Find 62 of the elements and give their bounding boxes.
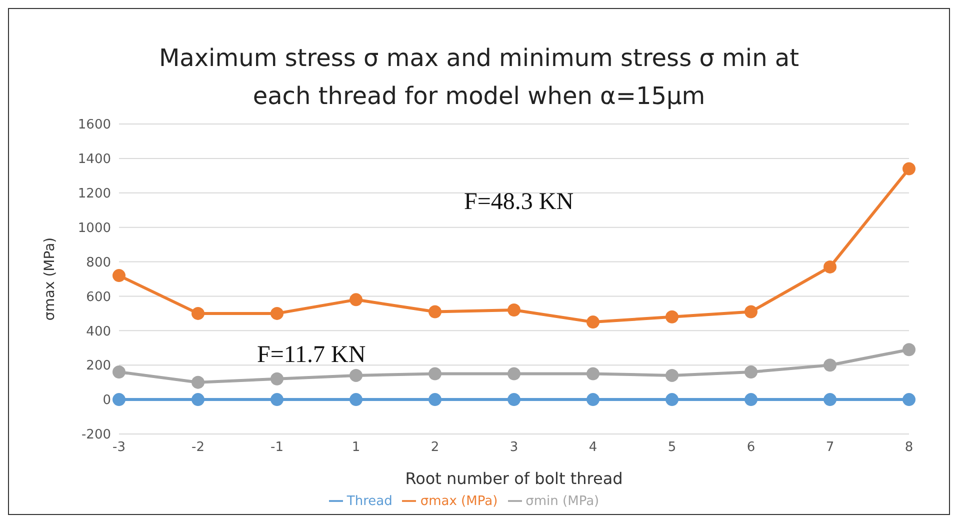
point: [508, 367, 520, 380]
point: [586, 367, 600, 380]
annotation: F=11.7 KN: [257, 342, 366, 369]
y-tick-label: 800: [86, 255, 111, 270]
legend-label: Thread: [346, 494, 392, 509]
point: [824, 393, 836, 406]
point: [744, 366, 758, 378]
point: [508, 304, 520, 316]
y-tick-label: 1000: [78, 220, 111, 236]
point: [824, 260, 836, 274]
point: [428, 305, 442, 318]
x-tick-label: -2: [192, 440, 204, 456]
point: [270, 306, 284, 320]
y-tick-label: 1400: [78, 152, 111, 168]
point: [428, 393, 442, 406]
point: [744, 305, 758, 318]
x-tick-label: 7: [826, 440, 834, 456]
y-tick-label: 600: [86, 290, 111, 305]
point: [270, 393, 284, 406]
x-axis-title: Root number of bolt thread: [405, 469, 623, 488]
x-tick-label: 1: [352, 440, 360, 456]
point: [666, 368, 678, 382]
y-axis-title: σmax (MPa): [42, 237, 58, 321]
point: [902, 393, 916, 406]
x-tick-label: 2: [430, 440, 440, 456]
point: [192, 306, 204, 320]
x-tick-label: -3: [112, 440, 126, 456]
x-tick-label: -1: [270, 440, 284, 456]
point: [112, 393, 126, 406]
point: [586, 316, 600, 329]
point: [824, 358, 836, 372]
point: [192, 376, 204, 389]
point: [112, 269, 126, 282]
point: [350, 293, 362, 306]
y-tick-label: 200: [86, 358, 111, 374]
x-tick-label: 5: [668, 440, 676, 456]
point: [744, 393, 758, 406]
y-tick-label: 1600: [78, 118, 111, 133]
point: [666, 310, 678, 324]
legend-label: σmin (MPa): [526, 494, 600, 509]
annotation: F=48.3 KN: [464, 189, 574, 216]
x-tick-label: 6: [746, 440, 756, 456]
point: [192, 393, 204, 406]
point: [902, 343, 916, 356]
point: [112, 366, 126, 378]
x-tick-label: 4: [588, 440, 598, 456]
point: [508, 393, 520, 406]
legend-label: σmax (MPa): [420, 494, 498, 509]
point: [902, 162, 916, 176]
chart-title: Maximum stress σ max and minimum stress σ min at each thread for model when α=15μm: [158, 43, 800, 112]
x-tick-label: 8: [904, 440, 914, 456]
point: [586, 393, 600, 406]
point: [666, 393, 678, 406]
y-tick-label: -200: [81, 428, 111, 443]
point: [270, 372, 284, 386]
point: [350, 393, 362, 406]
point: [428, 367, 442, 380]
y-tick-label: 0: [102, 393, 111, 408]
x-tick-label: 3: [510, 440, 518, 456]
y-tick-label: 400: [86, 324, 111, 340]
y-tick-label: 1200: [78, 186, 111, 202]
point: [350, 368, 362, 382]
